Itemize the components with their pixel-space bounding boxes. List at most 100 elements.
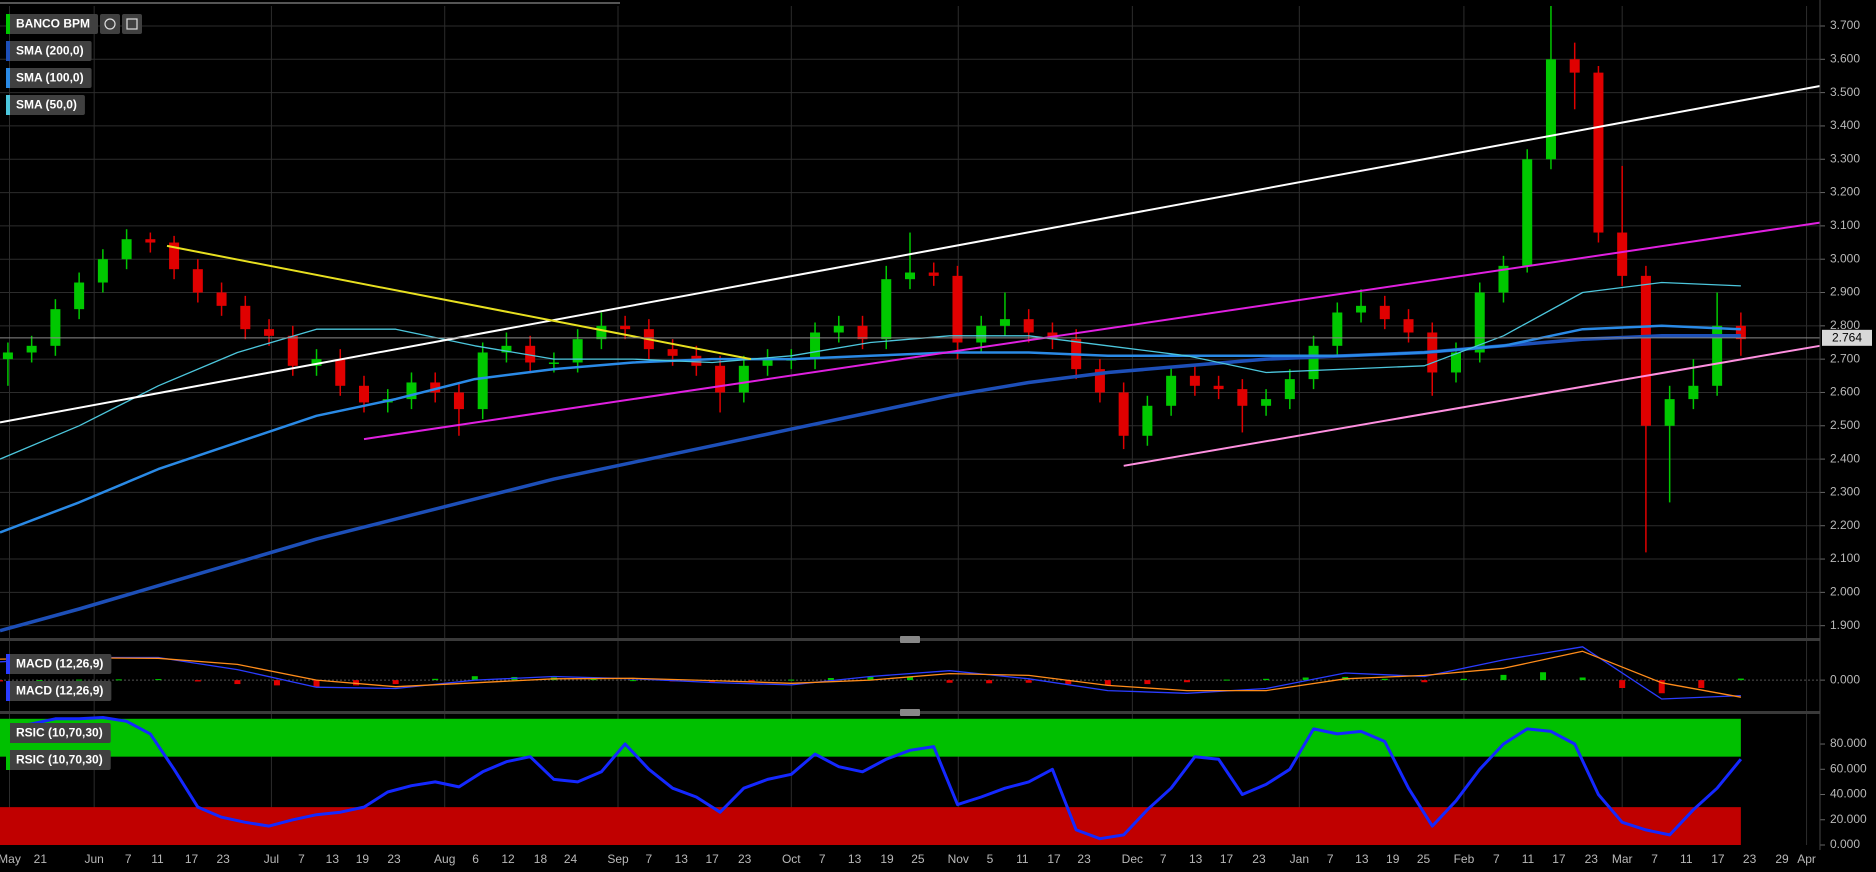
x-tick-label: 12 — [501, 852, 515, 866]
x-tick-label: 7 — [298, 852, 305, 866]
legend-entry[interactable]: SMA (200,0) — [6, 41, 92, 61]
histogram-bar — [392, 680, 399, 685]
histogram-bar — [1500, 674, 1507, 681]
line-series — [7, 716, 1743, 841]
x-tick-label: 23 — [1077, 852, 1091, 866]
y-tick-label: 2.300 — [1830, 485, 1860, 499]
candle-body — [1735, 325, 1746, 340]
legend-swatch — [6, 14, 10, 34]
line-series — [166, 244, 752, 361]
last-price-box — [1822, 329, 1872, 346]
rsi-band — [0, 807, 1741, 845]
candle-body — [881, 279, 892, 340]
line-series — [0, 85, 1821, 424]
candle-body — [1166, 375, 1177, 406]
histogram-bar — [432, 678, 439, 681]
y-tick-label: 3.400 — [1830, 118, 1860, 132]
mark-layer — [0, 6, 1821, 841]
legend-box — [6, 68, 92, 88]
y-tick-label: 3.100 — [1830, 218, 1860, 232]
x-tick-label: 7 — [1327, 852, 1334, 866]
candle-body — [240, 305, 251, 330]
x-tick-label: 17 — [1047, 852, 1061, 866]
candle-body — [1379, 305, 1390, 320]
legend-box — [6, 14, 98, 34]
y-tick-label: 3.200 — [1830, 185, 1860, 199]
axis-layer: May 21 Jun 7 11 17 23 Jul 7 13 19 23 Aug 6 12 18 24 Sep 7 1… — [0, 18, 1872, 866]
legend-entry[interactable]: SMA (100,0) — [6, 68, 92, 88]
histogram-bar — [1421, 680, 1428, 683]
histogram-bar — [946, 680, 953, 683]
candle-body — [1118, 392, 1129, 436]
legend-label: SMA (100,0) — [16, 71, 84, 85]
legend-entry[interactable]: RSIC (10,70,30) — [6, 750, 111, 770]
histogram-bar — [471, 676, 478, 681]
candle-body — [1237, 389, 1248, 406]
y-tick-label: 2.100 — [1830, 551, 1860, 565]
toolbar-button[interactable] — [122, 14, 142, 34]
candle-body — [928, 272, 939, 276]
y-tick-label: 20.000 — [1830, 812, 1867, 826]
legend-label: MACD (12,26,9) — [16, 684, 103, 698]
legend-entry[interactable]: MACD (12,26,9) — [6, 654, 112, 674]
candle-body — [1617, 232, 1628, 276]
histogram-bar — [1460, 678, 1467, 681]
y-tick-label: 3.300 — [1830, 151, 1860, 165]
y-tick-label: 2.700 — [1830, 351, 1860, 365]
histogram-bar — [1381, 678, 1388, 681]
legend-box — [6, 41, 92, 61]
legend-swatch — [6, 41, 10, 61]
y-tick-label: 3.000 — [1830, 251, 1860, 265]
candle-body — [121, 239, 132, 260]
legend-entry[interactable]: BANCO BPM — [6, 14, 98, 34]
x-tick-label: 11 — [1522, 852, 1535, 866]
candle-body — [1569, 59, 1580, 73]
candle-body — [264, 329, 275, 336]
x-tick-label: Apr — [1797, 852, 1816, 866]
x-tick-label: 5 — [987, 852, 994, 866]
candle-body — [525, 345, 536, 363]
x-tick-label: 7 — [1493, 852, 1500, 866]
x-tick-label: 23 — [216, 852, 230, 866]
legend-entry[interactable]: SMA (50,0) — [6, 95, 85, 115]
line-series — [0, 324, 1741, 534]
candle-body — [999, 319, 1010, 326]
candle-body — [738, 365, 749, 393]
x-tick-label: 13 — [848, 852, 862, 866]
candle-body — [216, 292, 227, 306]
candle-body — [952, 275, 963, 343]
x-tick-label: 7 — [125, 852, 132, 866]
candle-body — [359, 385, 369, 403]
candle-body — [810, 332, 821, 360]
histogram-bar — [1737, 678, 1744, 681]
histogram-bar — [1025, 680, 1032, 683]
separator-handle[interactable] — [900, 636, 920, 643]
candle-body — [74, 282, 85, 310]
legend-entry[interactable]: RSIC (10,70,30) — [6, 723, 111, 743]
x-tick-label: 17 — [185, 852, 199, 866]
legend-swatch — [6, 654, 10, 674]
line-series — [363, 221, 1821, 441]
legend-box — [6, 654, 112, 674]
separator-handle[interactable] — [900, 709, 920, 716]
candle-body — [1640, 275, 1651, 426]
legend-entry[interactable]: MACD (12,26,9) — [6, 681, 112, 701]
toolbar-button[interactable] — [100, 14, 120, 34]
band-layer — [0, 718, 1741, 845]
histogram-bar — [788, 679, 795, 681]
candle-body — [335, 359, 346, 386]
histogram-bar — [155, 679, 162, 681]
candle-body — [477, 352, 488, 410]
candle-body — [287, 335, 298, 366]
legend-label: RSIC (10,70,30) — [16, 726, 103, 740]
x-tick-label: 17 — [1220, 852, 1234, 866]
histogram-bar — [1698, 680, 1705, 688]
y-tick-label: 2.800 — [1830, 318, 1860, 332]
candle-body — [572, 339, 583, 363]
histogram-bar — [748, 680, 755, 682]
candle-body — [596, 325, 607, 340]
candle-body — [1474, 292, 1485, 353]
rsi-band — [0, 718, 1741, 757]
grid-layer — [0, 6, 1820, 845]
histogram-bar — [115, 679, 122, 681]
